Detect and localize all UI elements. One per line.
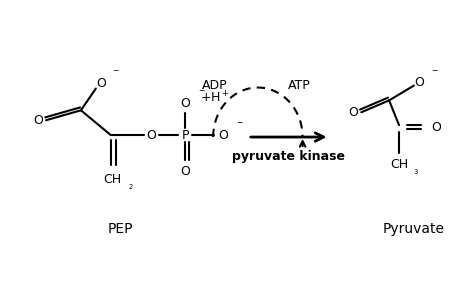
Text: O: O bbox=[414, 76, 424, 89]
Text: PEP: PEP bbox=[108, 222, 134, 236]
Text: ATP: ATP bbox=[288, 79, 311, 92]
Text: $^-$: $^-$ bbox=[236, 120, 245, 130]
Text: $_3$: $_3$ bbox=[413, 167, 419, 177]
Text: $^-$: $^-$ bbox=[111, 69, 120, 79]
Text: P: P bbox=[182, 129, 189, 142]
Text: O: O bbox=[33, 114, 43, 127]
Text: $^-$: $^-$ bbox=[197, 89, 206, 98]
Text: O: O bbox=[348, 106, 358, 119]
Text: ADP: ADP bbox=[202, 79, 228, 92]
Text: O: O bbox=[146, 129, 156, 142]
Text: $_2$: $_2$ bbox=[128, 182, 134, 191]
Text: O: O bbox=[431, 121, 441, 134]
Text: pyruvate kinase: pyruvate kinase bbox=[232, 150, 345, 163]
Text: CH: CH bbox=[390, 158, 408, 171]
Text: O: O bbox=[218, 129, 228, 142]
Text: O: O bbox=[181, 165, 190, 178]
Text: +H$^+$: +H$^+$ bbox=[200, 91, 230, 106]
Text: $^-$: $^-$ bbox=[430, 69, 439, 79]
Text: Pyruvate: Pyruvate bbox=[383, 222, 445, 236]
Text: O: O bbox=[96, 77, 106, 90]
Text: CH: CH bbox=[104, 173, 122, 186]
Text: O: O bbox=[181, 97, 190, 110]
